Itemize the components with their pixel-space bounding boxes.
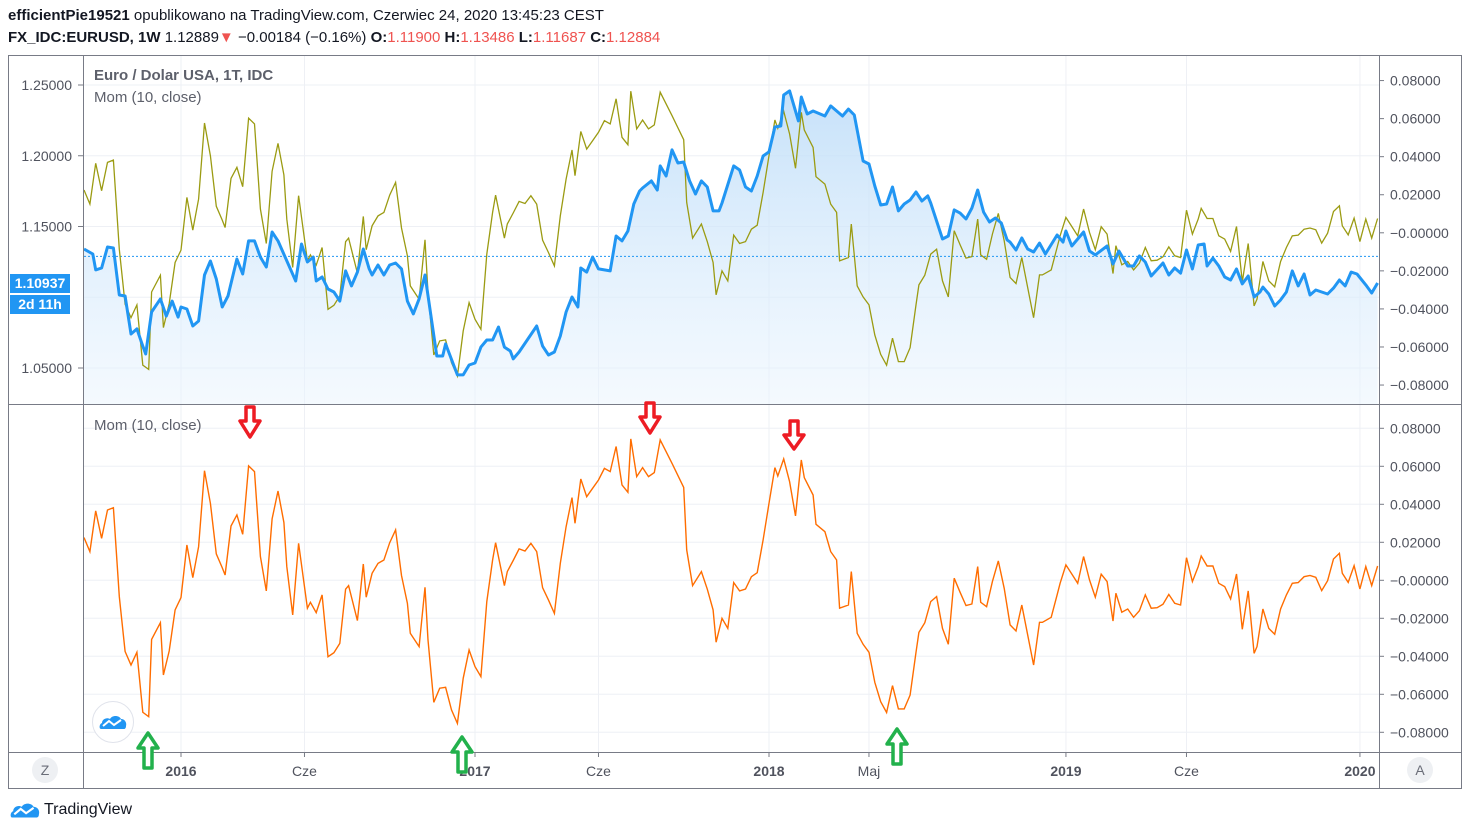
current-price-badge: 1.10937 — [10, 273, 70, 293]
auto-scale-button[interactable]: A — [1407, 757, 1433, 783]
mom-tick-label-top: 0.08000 — [1390, 73, 1441, 89]
arrow-up-icon — [885, 727, 909, 766]
low-label: L: — [518, 29, 533, 46]
mom-tick-label-top: −0.00000 — [1390, 225, 1449, 241]
mom-tick-label-top: −0.02000 — [1390, 263, 1449, 279]
symbol-name: FX_IDC:EURUSD, 1W — [8, 29, 161, 46]
time-tick-label: 2020 — [1344, 763, 1375, 779]
mom-tick-label-bottom: −0.00000 — [1390, 572, 1449, 588]
indicator-title-bottom[interactable]: Mom (10, close) — [94, 417, 202, 434]
tradingview-logo-button[interactable] — [92, 701, 134, 743]
tradingview-cloud-icon — [10, 803, 40, 818]
annotation-arrows — [136, 401, 909, 774]
mom-tick-label-bottom: 0.08000 — [1390, 420, 1441, 436]
brand-name: TradingView — [44, 801, 133, 818]
mom-tick-label-bottom: −0.08000 — [1390, 724, 1449, 740]
author-name[interactable]: efficientPie19521 — [8, 7, 130, 24]
time-tick-label: 2018 — [753, 763, 784, 779]
time-tick-label: Cze — [586, 763, 611, 779]
arrow-down-icon — [638, 401, 662, 435]
momentum-line-top[interactable] — [84, 90, 1379, 379]
triangle-down-icon: ▼ — [218, 29, 234, 46]
mom-tick-label-top: 0.02000 — [1390, 187, 1441, 203]
mom-tick-label-bottom: 0.04000 — [1390, 496, 1441, 512]
momentum-line-bottom[interactable] — [84, 437, 1379, 726]
close-label: C: — [590, 29, 607, 46]
price-change: −0.00184 (−0.16%) — [237, 29, 367, 46]
price-area-fill — [84, 90, 1378, 404]
mom-tick-label-bottom: −0.02000 — [1390, 610, 1449, 626]
last-price: 1.12889 — [164, 29, 219, 46]
low-value: 1.11687 — [532, 29, 587, 46]
arrow-up-icon — [450, 735, 474, 774]
mom-tick-label-bottom: −0.06000 — [1390, 686, 1449, 702]
time-tick-label: 2016 — [165, 763, 196, 779]
price-tick-label: 1.20000 — [21, 148, 72, 164]
price-tick-label: 1.25000 — [21, 77, 72, 93]
mom-tick-label-top: −0.06000 — [1390, 339, 1449, 355]
mom-tick-label-bottom: −0.04000 — [1390, 648, 1449, 664]
publish-text: opublikowano na TradingView.com, Czerwie… — [133, 7, 604, 24]
symbol-info: FX_IDC:EURUSD, 1W 1.12889▼ −0.00184 (−0.… — [8, 29, 660, 46]
mom-tick-label-top: −0.04000 — [1390, 301, 1449, 317]
publish-info: efficientPie19521 opublikowano na Tradin… — [8, 7, 604, 24]
bottom-pane[interactable] — [84, 437, 1379, 726]
bar-countdown-badge: 2d 11h — [10, 294, 70, 314]
arrow-up-icon — [136, 731, 160, 770]
high-value: 1.13486 — [460, 29, 515, 46]
tradingview-brand[interactable]: TradingView — [10, 801, 132, 819]
main-series-title[interactable]: Euro / Dolar USA, 1T, IDC — [94, 67, 274, 84]
price-tick-label: 1.15000 — [21, 219, 72, 235]
open-label: O: — [370, 29, 388, 46]
mom-tick-label-bottom: 0.06000 — [1390, 458, 1441, 474]
arrow-down-icon — [782, 419, 806, 451]
indicator-title-top[interactable]: Mom (10, close) — [94, 89, 202, 106]
open-value: 1.11900 — [387, 29, 441, 46]
price-tick-label: 1.05000 — [21, 360, 72, 376]
axes: 2016 Cze 2017 Cze 2018 Maj 2019 Cze 20201.250001… — [21, 73, 1449, 779]
timezone-button[interactable]: Z — [32, 757, 58, 783]
mom-tick-label-top: −0.08000 — [1390, 377, 1449, 393]
top-pane[interactable] — [84, 89, 1379, 404]
time-tick-label: Cze — [1174, 763, 1199, 779]
time-tick-label: Cze — [292, 763, 317, 779]
chart-frame — [8, 55, 1462, 789]
time-tick-label: 2019 — [1050, 763, 1081, 779]
arrow-down-icon — [238, 405, 262, 439]
price-line[interactable] — [84, 89, 1379, 377]
mom-tick-label-top: 0.04000 — [1390, 149, 1441, 165]
time-tick-label: Maj — [858, 763, 881, 779]
tradingview-cloud-icon — [99, 716, 127, 729]
high-label: H: — [444, 29, 461, 46]
close-value: 1.12884 — [606, 29, 661, 46]
mom-tick-label-bottom: 0.02000 — [1390, 534, 1441, 550]
mom-tick-label-top: 0.06000 — [1390, 111, 1441, 127]
